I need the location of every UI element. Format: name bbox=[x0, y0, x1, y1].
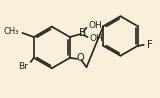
Text: OH: OH bbox=[90, 34, 103, 43]
Text: O: O bbox=[76, 53, 84, 63]
Text: CH₃: CH₃ bbox=[4, 27, 19, 36]
Text: B: B bbox=[79, 28, 86, 38]
Text: Br: Br bbox=[18, 62, 28, 71]
Text: F: F bbox=[147, 40, 153, 50]
Text: OH: OH bbox=[89, 21, 102, 30]
